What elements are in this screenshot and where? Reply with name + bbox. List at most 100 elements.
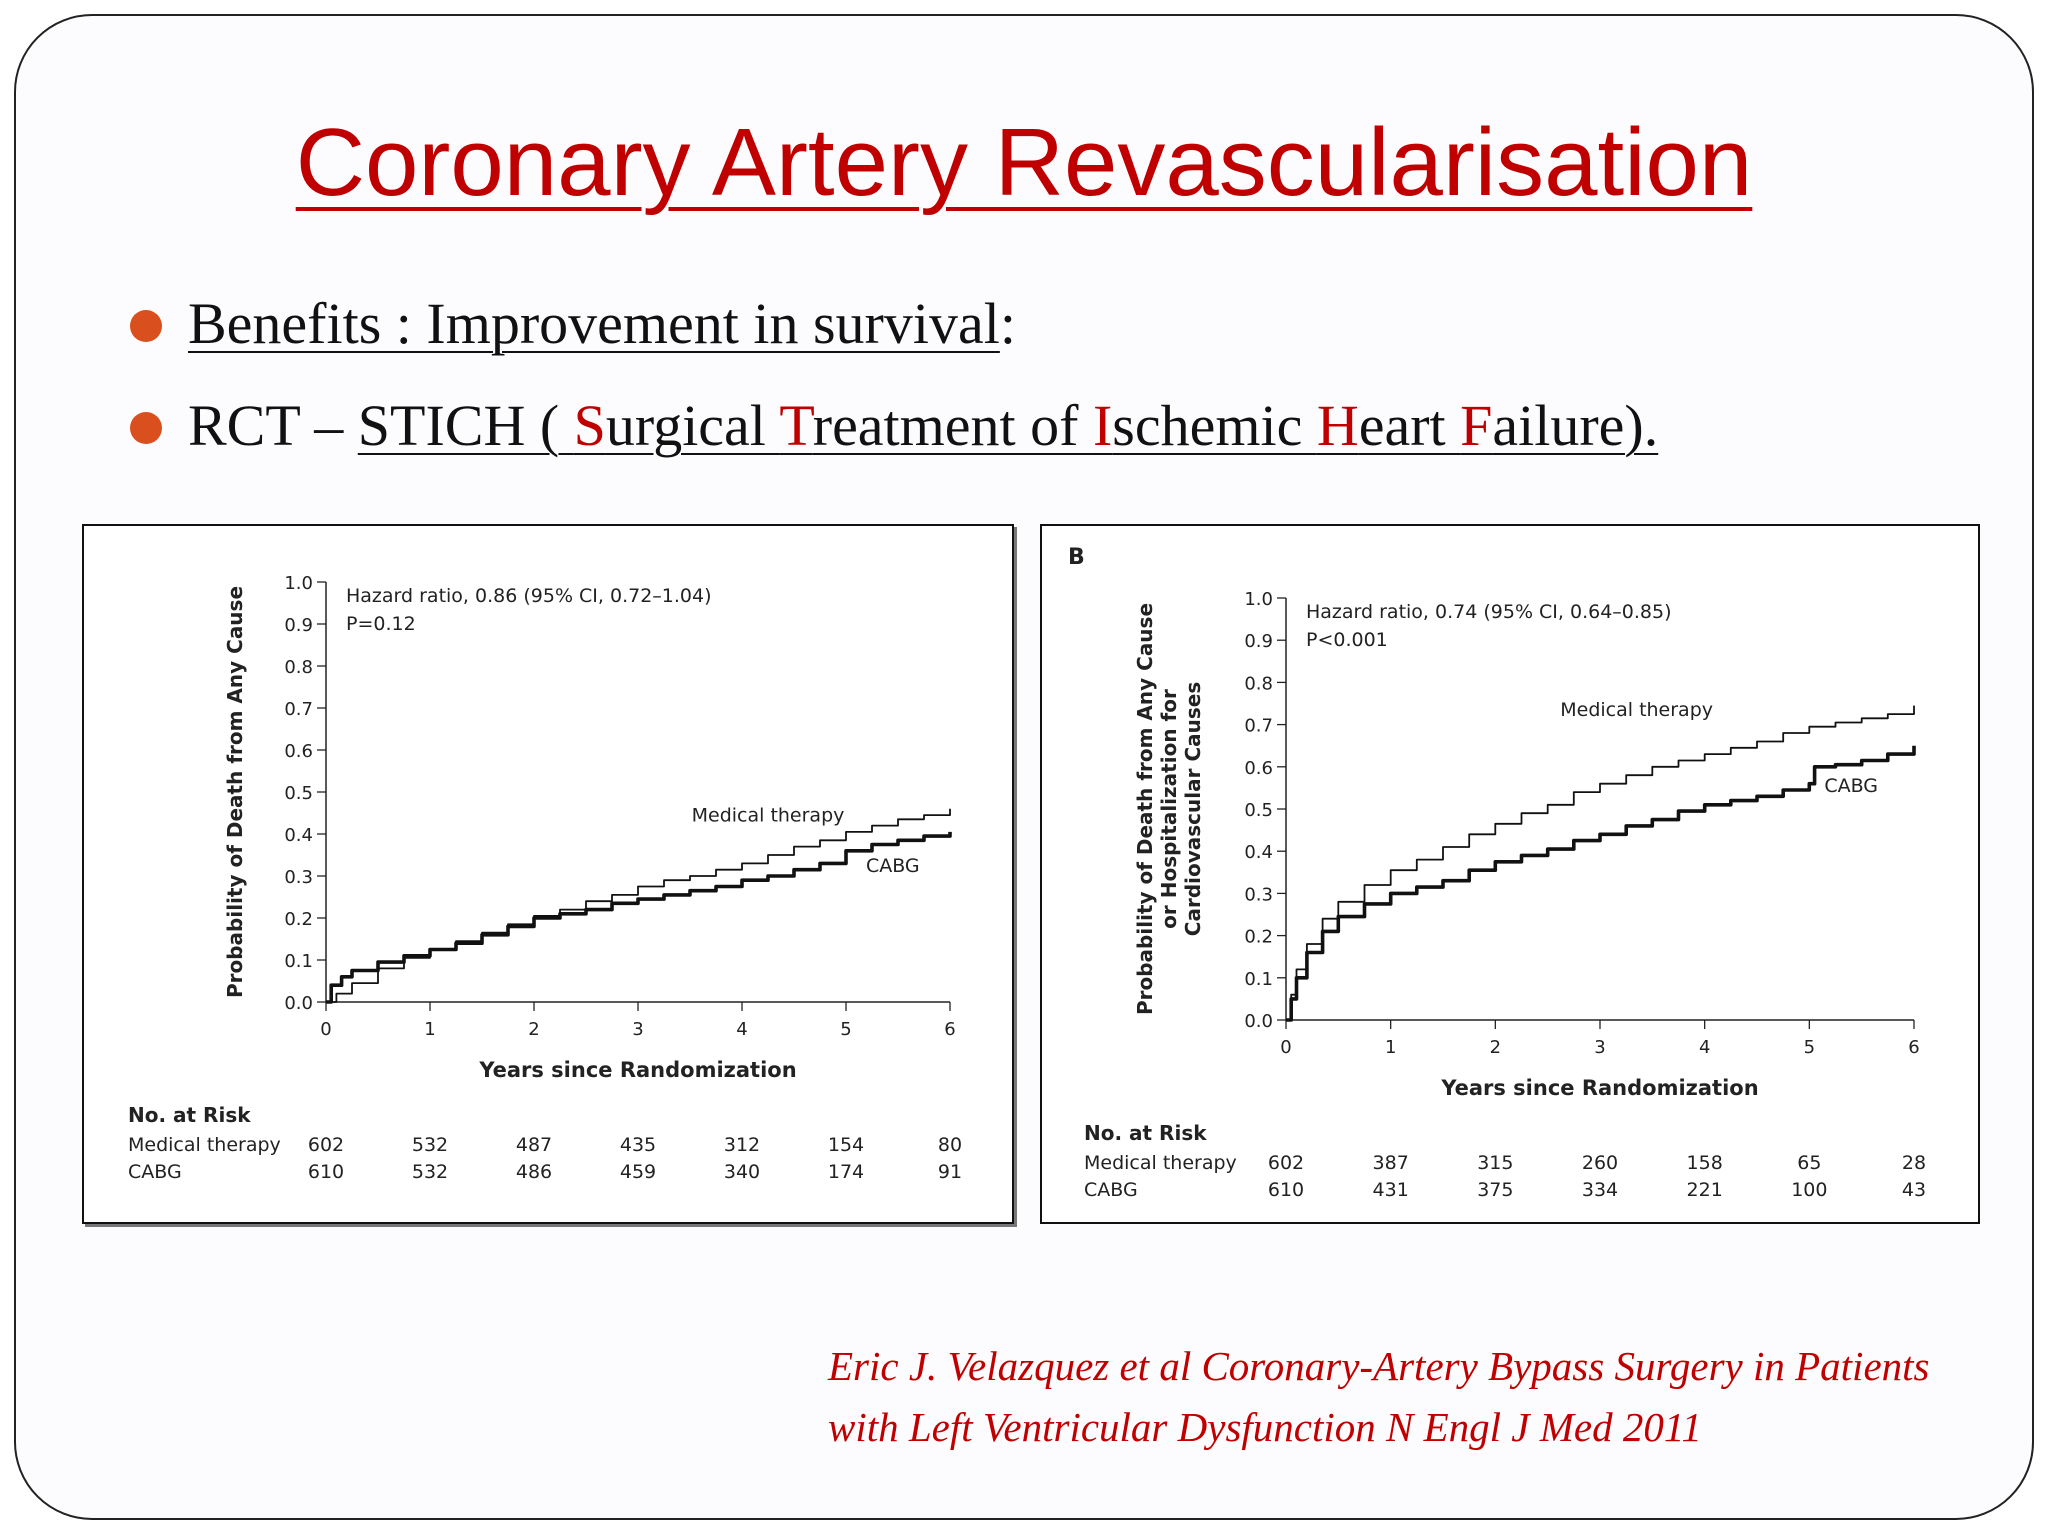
- x-tick-label: 2: [1490, 1037, 1501, 1058]
- risk-value: 80: [938, 1134, 962, 1156]
- x-tick-label: 3: [632, 1019, 643, 1040]
- risk-value: 610: [308, 1161, 344, 1183]
- y-tick-label: 0.8: [284, 657, 313, 678]
- x-tick-label: 5: [1804, 1037, 1815, 1058]
- x-tick-label: 2: [528, 1019, 539, 1040]
- risk-value: 260: [1582, 1152, 1618, 1174]
- x-axis-title: Years since Randomization: [478, 1058, 796, 1082]
- stich-acronym: STICH ( Surgical Treatment of Ischemic H…: [358, 393, 1658, 458]
- risk-value: 487: [516, 1134, 552, 1156]
- benefits-colon: :: [999, 291, 1016, 356]
- x-tick-label: 1: [424, 1019, 435, 1040]
- y-tick-label: 0.5: [1244, 800, 1273, 821]
- stich-initial: I: [1092, 393, 1113, 458]
- x-tick-label: 5: [840, 1019, 851, 1040]
- y-axis-title: Probability of Death from Any Cause or Ho…: [1133, 603, 1205, 1015]
- risk-row-label: Medical therapy: [1084, 1152, 1237, 1174]
- risk-value: 221: [1687, 1179, 1723, 1201]
- x-tick-label: 0: [1280, 1037, 1291, 1058]
- y-tick-label: 0.1: [1244, 969, 1273, 990]
- risk-value: 340: [724, 1161, 760, 1183]
- risk-value: 334: [1582, 1179, 1618, 1201]
- risk-value: 387: [1373, 1152, 1409, 1174]
- slide-title: Coronary Artery Revascularisation: [295, 109, 1753, 216]
- risk-value: 602: [308, 1134, 344, 1156]
- stich-initial: F: [1460, 393, 1493, 458]
- km-curve-medical-therapy: [1286, 705, 1915, 1021]
- bullet-stich-text: RCT – STICH ( Surgical Treatment of Isch…: [188, 392, 1658, 459]
- risk-row-label: CABG: [128, 1161, 182, 1183]
- citation-line-1: Eric J. Velazquez et al Coronary-Artery …: [828, 1343, 1930, 1389]
- risk-value: 91: [938, 1161, 962, 1183]
- y-axis-title: Probability of Death from Any Cause: [223, 586, 247, 998]
- citation: Eric J. Velazquez et al Coronary-Artery …: [828, 1336, 2008, 1458]
- hazard-annotation: Hazard ratio, 0.86 (95% CI, 0.72–1.04): [346, 585, 712, 607]
- risk-value: 43: [1902, 1179, 1926, 1201]
- bullet-dot-icon: [130, 310, 162, 342]
- km-curve-medical-therapy: [326, 808, 951, 1003]
- y-axis-title-line: Probability of Death from Any Cause: [1133, 603, 1157, 1015]
- km-chart-a: 0.0 0.1 0.2 0.3 0.4 0.5 0.6 0.7 0.8 0.9 1.0 0 1 2 3 4 5 6…: [128, 573, 962, 1183]
- stich-word: schemic: [1112, 393, 1317, 458]
- y-tick-label: 0.2: [1244, 927, 1273, 948]
- stich-prefix: RCT –: [188, 393, 358, 458]
- y-tick-label: 1.0: [284, 573, 313, 594]
- y-axis-title-line: Cardiovascular Causes: [1181, 682, 1205, 936]
- stich-word: urgical: [605, 393, 780, 458]
- y-tick-label: 0.0: [1244, 1011, 1273, 1032]
- y-tick-label: 0.1: [284, 951, 313, 972]
- stich-word: eart: [1358, 393, 1461, 458]
- y-tick-label: 0.6: [1244, 758, 1273, 779]
- bullet-dot-icon: [130, 412, 162, 444]
- panel-label: B: [1068, 545, 1085, 570]
- y-tick-label: 0.5: [284, 783, 313, 804]
- y-tick-label: 0.8: [1244, 673, 1273, 694]
- risk-value: 100: [1791, 1179, 1827, 1201]
- x-tick-label: 6: [944, 1019, 955, 1040]
- y-tick-label: 1.0: [1244, 589, 1273, 610]
- risk-value: 158: [1687, 1152, 1723, 1174]
- stich-word: reatment of: [812, 393, 1093, 458]
- y-tick-label: 0.9: [284, 615, 313, 636]
- risk-value: 174: [828, 1161, 864, 1183]
- y-tick-label: 0.4: [284, 825, 313, 846]
- risk-value: 65: [1797, 1152, 1821, 1174]
- x-tick-label: 4: [1699, 1037, 1710, 1058]
- km-curve-cabg: [326, 831, 952, 1004]
- risk-value: 375: [1477, 1179, 1513, 1201]
- risk-value: 154: [828, 1134, 864, 1156]
- risk-value: 610: [1268, 1179, 1304, 1201]
- risk-row-label: CABG: [1084, 1179, 1138, 1201]
- y-axis-title-line: or Hospitalization for: [1157, 689, 1181, 929]
- y-tick-label: 0.6: [284, 741, 313, 762]
- km-chart-b: B 0.0 0.1 0.2 0.3 0.4 0.5 0.6 0.7 0.8 0.9 1.0 0 1 2 3 4 5…: [1068, 545, 1926, 1201]
- stich-initial: S: [573, 393, 606, 458]
- citation-line-2: with Left Ventricular Dysfunction N Engl…: [828, 1404, 1702, 1450]
- series-label: Medical therapy: [1560, 699, 1713, 721]
- risk-value: 532: [412, 1134, 448, 1156]
- stich-word: ailure).: [1492, 393, 1659, 458]
- y-tick-label: 0.4: [1244, 842, 1273, 863]
- risk-value: 435: [620, 1134, 656, 1156]
- y-axis-title-line: Probability of Death from Any Cause: [223, 586, 247, 998]
- x-tick-label: 3: [1594, 1037, 1605, 1058]
- hazard-annotation: P<0.001: [1306, 629, 1388, 651]
- stich-initial: T: [779, 393, 813, 458]
- x-axis-title: Years since Randomization: [1440, 1076, 1758, 1100]
- stich-initial: H: [1316, 393, 1359, 458]
- stich-word: STICH (: [357, 393, 574, 458]
- x-tick-label: 1: [1385, 1037, 1396, 1058]
- risk-value: 315: [1477, 1152, 1513, 1174]
- y-tick-label: 0.3: [1244, 884, 1273, 905]
- risk-row-label: Medical therapy: [128, 1134, 281, 1156]
- risk-value: 431: [1373, 1179, 1409, 1201]
- chart-panel-b: B 0.0 0.1 0.2 0.3 0.4 0.5 0.6 0.7 0.8 0.9 1.0 0 1 2 3 4 5…: [1040, 524, 1980, 1224]
- series-label: CABG: [866, 855, 920, 877]
- x-tick-label: 4: [736, 1019, 747, 1040]
- risk-value: 312: [724, 1134, 760, 1156]
- km-curve-cabg: [1286, 745, 1916, 1022]
- hazard-annotation: P=0.12: [346, 613, 416, 635]
- y-tick-label: 0.7: [1244, 716, 1273, 737]
- x-tick-label: 6: [1908, 1037, 1919, 1058]
- risk-value: 28: [1902, 1152, 1926, 1174]
